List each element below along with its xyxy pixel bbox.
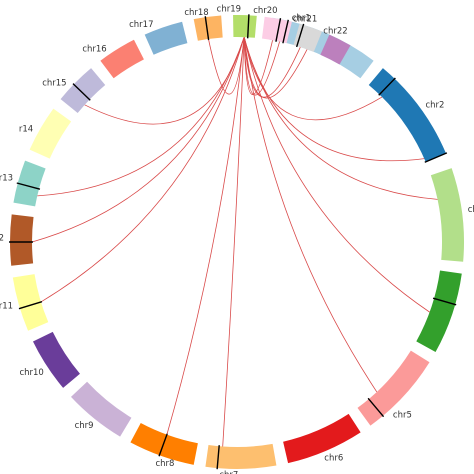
chromosome-segment-chr11 — [12, 274, 49, 331]
chromosome-segment-chr22 — [320, 34, 351, 65]
link-chr19-chr11 — [40, 37, 245, 303]
chromosome-segment-chr16 — [100, 39, 144, 79]
chromosome-label-chr1: chr1 — [292, 14, 311, 24]
chromosome-label-chr12: chr12 — [0, 233, 4, 243]
link-chr19-chr7 — [222, 37, 245, 447]
chromosome-segment-chr10 — [32, 331, 80, 388]
link-chr19-chr4 — [243, 37, 430, 313]
chromosome-label-chr18: chr18 — [184, 8, 208, 18]
chromosome-segment-chr3 — [430, 168, 464, 262]
chromosome-segment-chr19 — [233, 14, 257, 38]
link-chr19-chr2 — [243, 37, 383, 121]
marker-layer — [9, 14, 457, 470]
link-chr19-chr15 — [84, 37, 245, 125]
chromosome-ring — [10, 14, 464, 469]
chromosome-label-chr6: chr6 — [324, 454, 343, 464]
chromosome-label-chr10: chr10 — [19, 368, 43, 378]
chromosome-segment-chr7 — [205, 443, 277, 469]
link-chr19-chr3 — [243, 37, 438, 200]
chromosome-label-chr15: chr15 — [42, 79, 66, 89]
links-layer — [31, 36, 438, 447]
chromosome-label-chr3: chr3 — [468, 205, 474, 215]
chromosome-segment-chr4 — [416, 270, 462, 353]
chromosome-segment-chr13 — [13, 160, 46, 207]
chromosome-label-chr14: r14 — [19, 125, 33, 135]
chromosome-segment-chr9 — [70, 381, 132, 437]
chromosome-label-chr22: chr22 — [323, 26, 347, 36]
locus-marker-chr1 — [295, 23, 305, 48]
chromosome-segment-chr15 — [60, 68, 106, 113]
locus-marker-chr2 — [378, 77, 396, 96]
chromosome-label-chr16: chr16 — [82, 44, 106, 54]
chromosome-segment-chr18 — [193, 15, 223, 41]
locus-marker-chr4 — [432, 297, 457, 306]
locus-marker-chr20 — [275, 18, 282, 42]
chromosome-label-chr9: chr9 — [75, 421, 94, 431]
locus-marker-chr5 — [367, 397, 385, 418]
chromosome-label-chr8: chr8 — [156, 459, 175, 469]
locus-marker-chr18 — [204, 16, 210, 41]
link-chr19-chr5 — [243, 37, 378, 393]
locus-marker-chr13 — [16, 182, 41, 190]
chromosome-segment-chr2 — [368, 68, 446, 162]
chromosome-label-chr20: chr20 — [253, 6, 277, 16]
link-chr19-chr12 — [31, 37, 245, 243]
locus-marker-chr2 — [424, 152, 448, 163]
chromosome-segment-chr21 — [293, 23, 323, 52]
chromosome-segment-chr6 — [283, 413, 361, 464]
chromosome-segment-chr17 — [144, 21, 188, 55]
chromosome-label-chr5: chr5 — [393, 411, 412, 421]
locus-marker-chr11 — [18, 300, 43, 310]
link-chr19-chr18 — [208, 37, 245, 95]
label-layer: chr1 chr2 chr3 chr5 chr6 chr7 chr8 chr9 chr10 chr… — [0, 5, 474, 474]
locus-marker-chr19 — [246, 14, 250, 39]
link-chr19-chr20 — [243, 37, 281, 96]
chromosome-segment-chr12 — [10, 214, 34, 266]
chromosome-label-chr17: chr17 — [129, 20, 153, 30]
locus-marker-chr8 — [158, 433, 168, 457]
chromosome-label-chr7: chr7 — [219, 470, 238, 474]
chromosome-label-chr13: hr13 — [0, 173, 13, 183]
locus-marker-chr7 — [216, 445, 220, 470]
locus-marker-chr15 — [72, 83, 91, 101]
link-chr19-chr1 — [243, 37, 308, 99]
chromosome-segment-chr1 — [269, 17, 374, 79]
chromosome-label-chr11: chr11 — [0, 302, 13, 312]
chromosome-label-chr2: chr2 — [426, 101, 445, 111]
link-chr19-chr21 — [243, 37, 301, 98]
locus-marker-chr1 — [282, 19, 289, 44]
chromosome-label-chr21: chr21 — [293, 15, 317, 25]
chromosome-segment-chr14 — [29, 108, 72, 159]
link-chr19-chr8 — [166, 37, 245, 435]
chromosome-label-chr19: chr19 — [217, 5, 241, 15]
